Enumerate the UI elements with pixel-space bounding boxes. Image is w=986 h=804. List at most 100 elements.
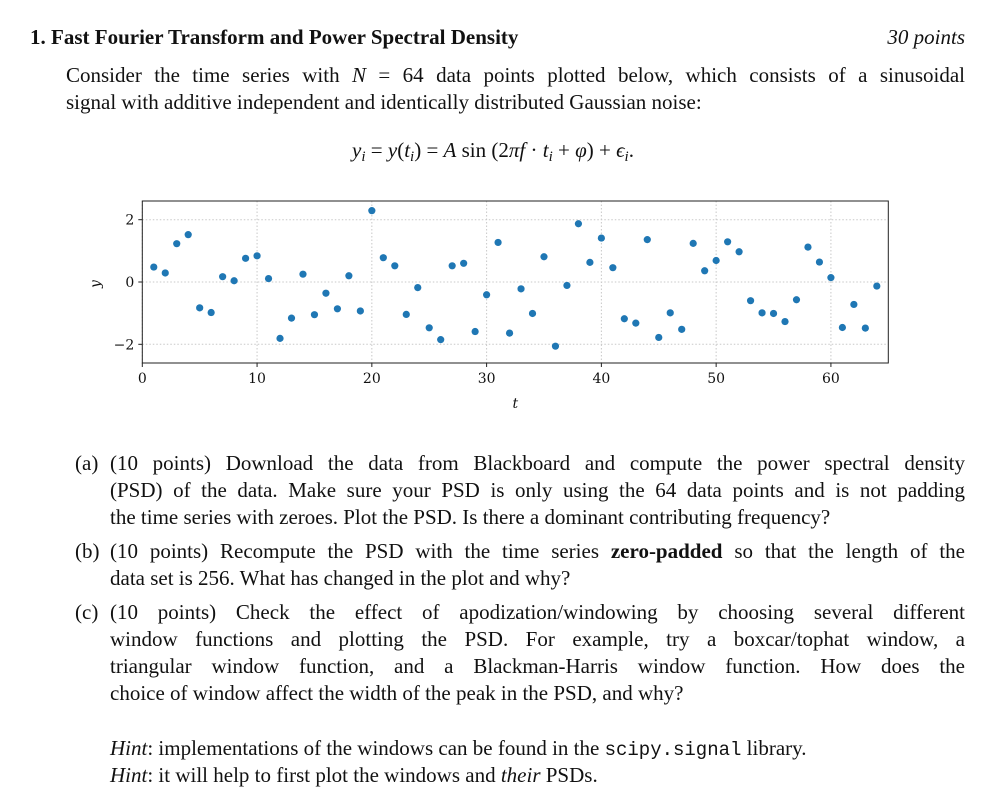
text-line: signal with additive independent and ide… bbox=[66, 89, 965, 115]
text-segment: : it will help to first plot the windows… bbox=[147, 763, 501, 787]
text-line: the time series with zeroes. Plot the PS… bbox=[110, 504, 965, 530]
data-point bbox=[781, 317, 789, 326]
data-point bbox=[540, 253, 548, 261]
data-point bbox=[207, 308, 215, 317]
data-point bbox=[678, 325, 686, 333]
x-axis-label: t bbox=[512, 396, 518, 412]
text-line: (10 points) Recompute the PSD with the t… bbox=[110, 538, 965, 564]
part-label: (a) bbox=[75, 451, 99, 475]
data-point bbox=[815, 258, 824, 266]
data-point bbox=[850, 300, 858, 309]
part-label: (c) bbox=[75, 600, 99, 624]
data-point bbox=[735, 248, 743, 256]
text-line: Consider the time series with N = 64 dat… bbox=[66, 62, 965, 88]
text-segment: the time series with zeroes. Plot the PS… bbox=[110, 505, 831, 529]
text-segment: N bbox=[352, 63, 367, 87]
data-point bbox=[483, 291, 491, 299]
text-line: (10 points) Download the data from Black… bbox=[110, 450, 965, 476]
x-tick-label: 10 bbox=[248, 371, 266, 387]
text-segment: + bbox=[552, 138, 576, 162]
text-segment: i bbox=[361, 149, 366, 165]
x-tick-label: 60 bbox=[822, 371, 840, 387]
text-segment: scipy.signal bbox=[604, 739, 742, 761]
x-tick-label: 30 bbox=[478, 371, 496, 387]
data-point bbox=[551, 342, 560, 350]
x-tick-label: 40 bbox=[592, 371, 610, 387]
data-point bbox=[322, 289, 330, 297]
text-segment: ) + bbox=[586, 138, 617, 162]
text-line: data set is 256. What has changed in the… bbox=[110, 565, 965, 591]
data-point bbox=[873, 282, 881, 290]
data-point bbox=[161, 269, 169, 277]
text-segment: t bbox=[542, 138, 549, 162]
text-segment: data set is 256. What has changed in the… bbox=[110, 566, 571, 590]
data-point bbox=[620, 315, 628, 323]
text-line: (PSD) of the data. Make sure your PSD is… bbox=[110, 477, 965, 503]
data-point bbox=[368, 207, 376, 215]
data-point bbox=[666, 309, 674, 317]
text-segment: π bbox=[508, 138, 520, 162]
text-segment: = bbox=[365, 138, 388, 162]
data-point bbox=[609, 264, 617, 272]
data-point bbox=[299, 270, 307, 278]
text-segment: ( bbox=[397, 138, 405, 162]
data-point bbox=[528, 309, 537, 318]
data-point bbox=[574, 220, 583, 228]
x-tick-label: 20 bbox=[363, 371, 381, 387]
data-point bbox=[769, 309, 778, 318]
text-segment: Hint bbox=[110, 736, 148, 760]
data-point bbox=[712, 256, 720, 265]
data-point bbox=[701, 267, 709, 275]
text-segment: sin (2 bbox=[456, 138, 509, 162]
text-segment: f bbox=[519, 138, 526, 162]
data-point bbox=[150, 263, 158, 271]
text-segment: ϵ bbox=[616, 138, 625, 162]
text-segment: PSDs. bbox=[540, 763, 598, 787]
problem-points: 30 points bbox=[887, 25, 965, 49]
data-point bbox=[494, 238, 502, 247]
text-segment: i bbox=[624, 149, 629, 165]
text-line: choice of window affect the width of the… bbox=[110, 680, 965, 706]
data-point bbox=[253, 252, 261, 260]
x-tick-label: 50 bbox=[707, 371, 725, 387]
problem-title: Fast Fourier Transform and Power Spectra… bbox=[51, 25, 519, 49]
y-tick-label: −2 bbox=[114, 337, 135, 353]
text-segment: window functions and plotting the PSD. F… bbox=[110, 627, 965, 651]
y-tick-label: 0 bbox=[125, 275, 134, 291]
text-segment: φ bbox=[575, 138, 587, 162]
text-segment: i bbox=[548, 149, 553, 165]
text-line: Hint: it will help to first plot the win… bbox=[110, 762, 598, 788]
text-segment: zero-padded bbox=[610, 539, 723, 563]
text-segment: ) = bbox=[414, 138, 444, 162]
text-segment: so that the length of the bbox=[722, 539, 965, 563]
data-point bbox=[758, 309, 766, 317]
data-point bbox=[861, 324, 869, 332]
text-segment: · bbox=[525, 138, 543, 162]
data-point bbox=[333, 305, 342, 313]
data-point bbox=[632, 319, 640, 327]
data-point bbox=[804, 243, 812, 251]
data-point bbox=[379, 254, 387, 262]
data-point bbox=[460, 259, 468, 267]
data-point bbox=[792, 296, 801, 304]
text-segment: y bbox=[387, 138, 398, 162]
data-point bbox=[414, 284, 422, 292]
text-line: Hint: implementations of the windows can… bbox=[110, 735, 807, 761]
text-segment: (10 points) Download the data from Black… bbox=[110, 451, 965, 475]
data-point bbox=[276, 334, 284, 342]
data-point bbox=[655, 333, 663, 342]
part-label: (b) bbox=[75, 539, 100, 563]
text-segment: (10 points) Check the effect of apodizat… bbox=[110, 600, 965, 624]
text-segment: Hint bbox=[110, 763, 148, 787]
data-point bbox=[219, 273, 227, 281]
text-segment: choice of window affect the width of the… bbox=[110, 681, 684, 705]
text-segment: t bbox=[404, 138, 411, 162]
text-segment: signal with additive independent and ide… bbox=[66, 90, 702, 114]
text-segment: . bbox=[628, 138, 634, 162]
problem-number: 1. bbox=[30, 25, 46, 49]
data-point bbox=[356, 307, 364, 315]
data-point bbox=[586, 258, 594, 266]
data-point bbox=[402, 310, 410, 318]
